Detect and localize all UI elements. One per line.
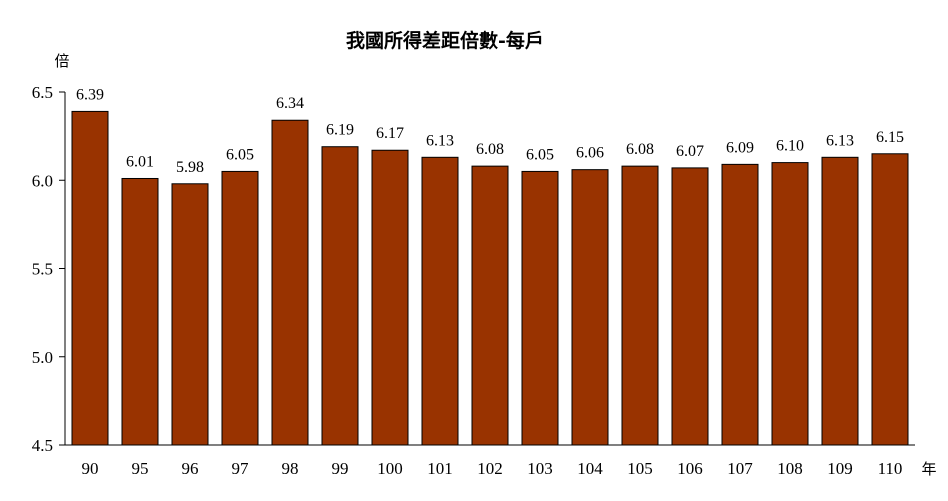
bars-group	[71, 110, 909, 446]
y-axis-ticks: 4.5 5.0 5.5 6.0 6.5	[32, 83, 65, 455]
data-label-106: 6.07	[676, 143, 704, 160]
x-tick-label-90: 90	[82, 459, 99, 478]
x-tick-label-100: 100	[377, 459, 403, 478]
y-axis-unit-label: 倍	[54, 52, 69, 70]
data-label-95: 6.01	[126, 153, 154, 170]
bar-109	[821, 156, 859, 446]
bar-97	[221, 170, 259, 446]
data-label-104: 6.06	[576, 145, 604, 162]
bar-110	[871, 153, 909, 446]
y-tick-label: 6.0	[32, 171, 53, 190]
data-labels-group: 6.39 6.01 5.98 6.05 6.34 6.19 6.17 6.13 6.08 6.05…	[76, 86, 904, 175]
bar-107	[721, 163, 759, 446]
data-label-105: 6.08	[626, 141, 654, 158]
x-axis-unit-label: 年	[921, 460, 936, 478]
bar-102	[471, 165, 509, 446]
x-tick-label-106: 106	[677, 459, 703, 478]
x-tick-label-98: 98	[282, 459, 299, 478]
bar-90	[71, 110, 109, 446]
x-tick-label-110: 110	[878, 459, 903, 478]
data-label-101: 6.13	[426, 132, 454, 149]
data-label-103: 6.05	[526, 146, 554, 163]
x-tick-label-104: 104	[577, 459, 603, 478]
data-label-109: 6.13	[826, 132, 854, 149]
data-label-99: 6.19	[326, 122, 354, 139]
data-label-108: 6.10	[776, 138, 804, 155]
bar-96	[171, 183, 209, 446]
bar-105	[621, 165, 659, 446]
data-label-98: 6.34	[276, 95, 304, 112]
x-axis-ticks: 90 95 96 97 98 99 100 101 102 103 104 105 106 107 108 1…	[82, 459, 903, 478]
y-tick-label: 4.5	[32, 436, 53, 455]
x-tick-label-107: 107	[727, 459, 753, 478]
bar-103	[521, 170, 559, 446]
data-label-102: 6.08	[476, 141, 504, 158]
chart-title: 我國所得差距倍數-每戶	[346, 29, 544, 52]
bar-95	[121, 177, 159, 446]
x-tick-label-108: 108	[777, 459, 803, 478]
data-label-100: 6.17	[376, 125, 404, 142]
bar-108	[771, 162, 809, 446]
y-tick-label: 6.5	[32, 83, 53, 102]
bar-106	[671, 167, 709, 446]
x-tick-label-101: 101	[427, 459, 453, 478]
data-label-96: 5.98	[176, 159, 204, 176]
x-tick-label-99: 99	[332, 459, 349, 478]
data-label-110: 6.15	[876, 129, 904, 146]
data-label-90: 6.39	[76, 86, 104, 103]
data-label-107: 6.09	[726, 139, 754, 156]
bar-99	[321, 146, 359, 446]
x-tick-label-102: 102	[477, 459, 503, 478]
data-label-97: 6.05	[226, 146, 254, 163]
x-tick-label-109: 109	[827, 459, 853, 478]
x-tick-label-105: 105	[627, 459, 653, 478]
bar-101	[421, 156, 459, 446]
x-tick-label-95: 95	[132, 459, 149, 478]
bar-104	[571, 169, 609, 446]
x-tick-label-103: 103	[527, 459, 553, 478]
x-tick-label-96: 96	[182, 459, 199, 478]
bar-98	[271, 119, 309, 446]
y-tick-label: 5.0	[32, 348, 53, 367]
x-tick-label-97: 97	[232, 459, 250, 478]
bar-100	[371, 149, 409, 446]
y-tick-label: 5.5	[32, 260, 53, 279]
